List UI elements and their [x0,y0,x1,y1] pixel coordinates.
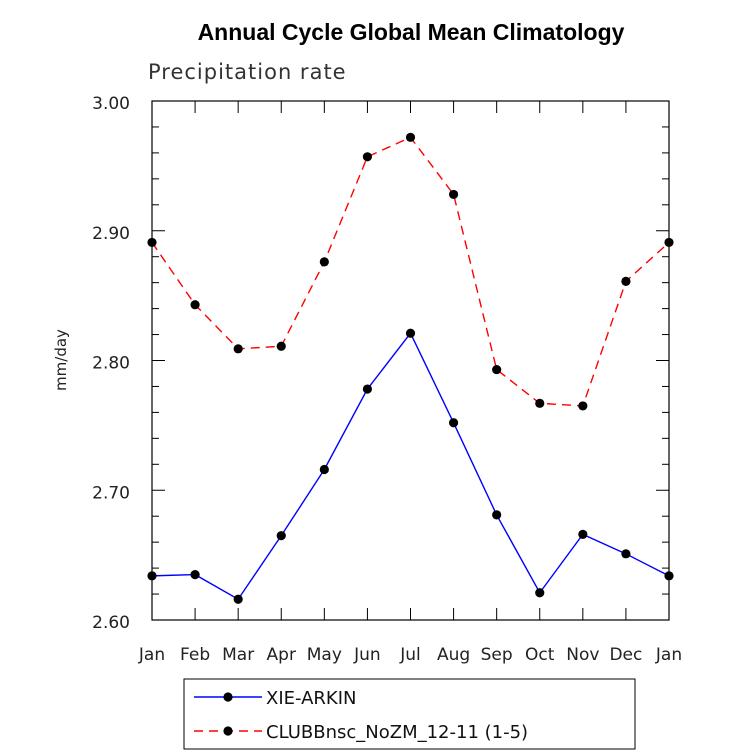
y-axis-label: mm/day [52,329,70,391]
x-tick-label: May [307,645,342,665]
x-tick-label: Mar [222,645,254,665]
legend: XIE-ARKIN CLUBBnsc_NoZM_12-11 (1-5) [183,678,636,750]
x-tick-label: Nov [566,645,599,665]
series-2-point [535,398,545,408]
series-2-point [448,189,459,200]
series-1-point [276,531,286,541]
plot-area: 2.60 2.70 2.80 2.90 3.00 Jan Feb Mar Apr May Jun Ju… [92,94,682,665]
series-2-point [664,237,674,248]
x-tick-label: Oct [525,645,555,665]
series-2-point [319,257,329,267]
series-1-point [147,571,157,581]
series-2-point [147,237,157,248]
series-1-point [621,549,631,559]
y-tick-label: 2.90 [92,224,130,244]
plot-frame [151,100,670,621]
series-2-point [578,401,588,411]
legend-box [183,678,636,750]
series-2-point [492,364,502,375]
series-1-point [233,594,243,604]
legend-label-1: XIE-ARKIN [266,688,357,709]
series-1-point [405,328,416,338]
x-tick-label: Jul [399,645,421,665]
x-tick-label: Jun [353,645,381,665]
series-2-point [362,152,373,162]
chart-title: Annual Cycle Global Mean Climatology [198,19,625,45]
series-2-point [621,276,631,286]
chart-subtitle: Precipitation rate [148,60,347,84]
x-tick-label: Apr [267,645,296,665]
legend-label-2: CLUBBnsc_NoZM_12-11 (1-5) [266,722,528,743]
y-tick-label: 2.60 [92,613,130,633]
series-1-point [319,464,329,475]
series-2-point [190,300,200,310]
series-1-point [362,384,373,394]
series-1-point [190,569,200,580]
x-tick-label: Aug [437,645,470,665]
x-tick-label: Sep [481,645,513,665]
x-tick-label: Jan [138,645,165,665]
x-tick-label: Feb [180,645,210,665]
x-tick-label: Dec [609,645,642,665]
series-line-2 [151,136,670,407]
y-tick-label: 2.80 [92,354,130,374]
series-1-point [448,418,459,428]
series-1-point [535,588,545,598]
series-1-point [578,529,588,539]
x-tick-label: Jan [655,645,682,665]
series-1-point [664,571,674,581]
y-tick-label: 2.70 [92,483,130,503]
series-1-point [492,510,502,520]
legend-marker-2 [223,726,233,736]
y-tick-label: 3.00 [92,94,130,114]
series-2-point [233,344,243,354]
series-2-point [276,341,286,351]
legend-marker-1 [223,692,233,702]
series-2-point [405,132,416,142]
series-line-1 [151,331,670,601]
